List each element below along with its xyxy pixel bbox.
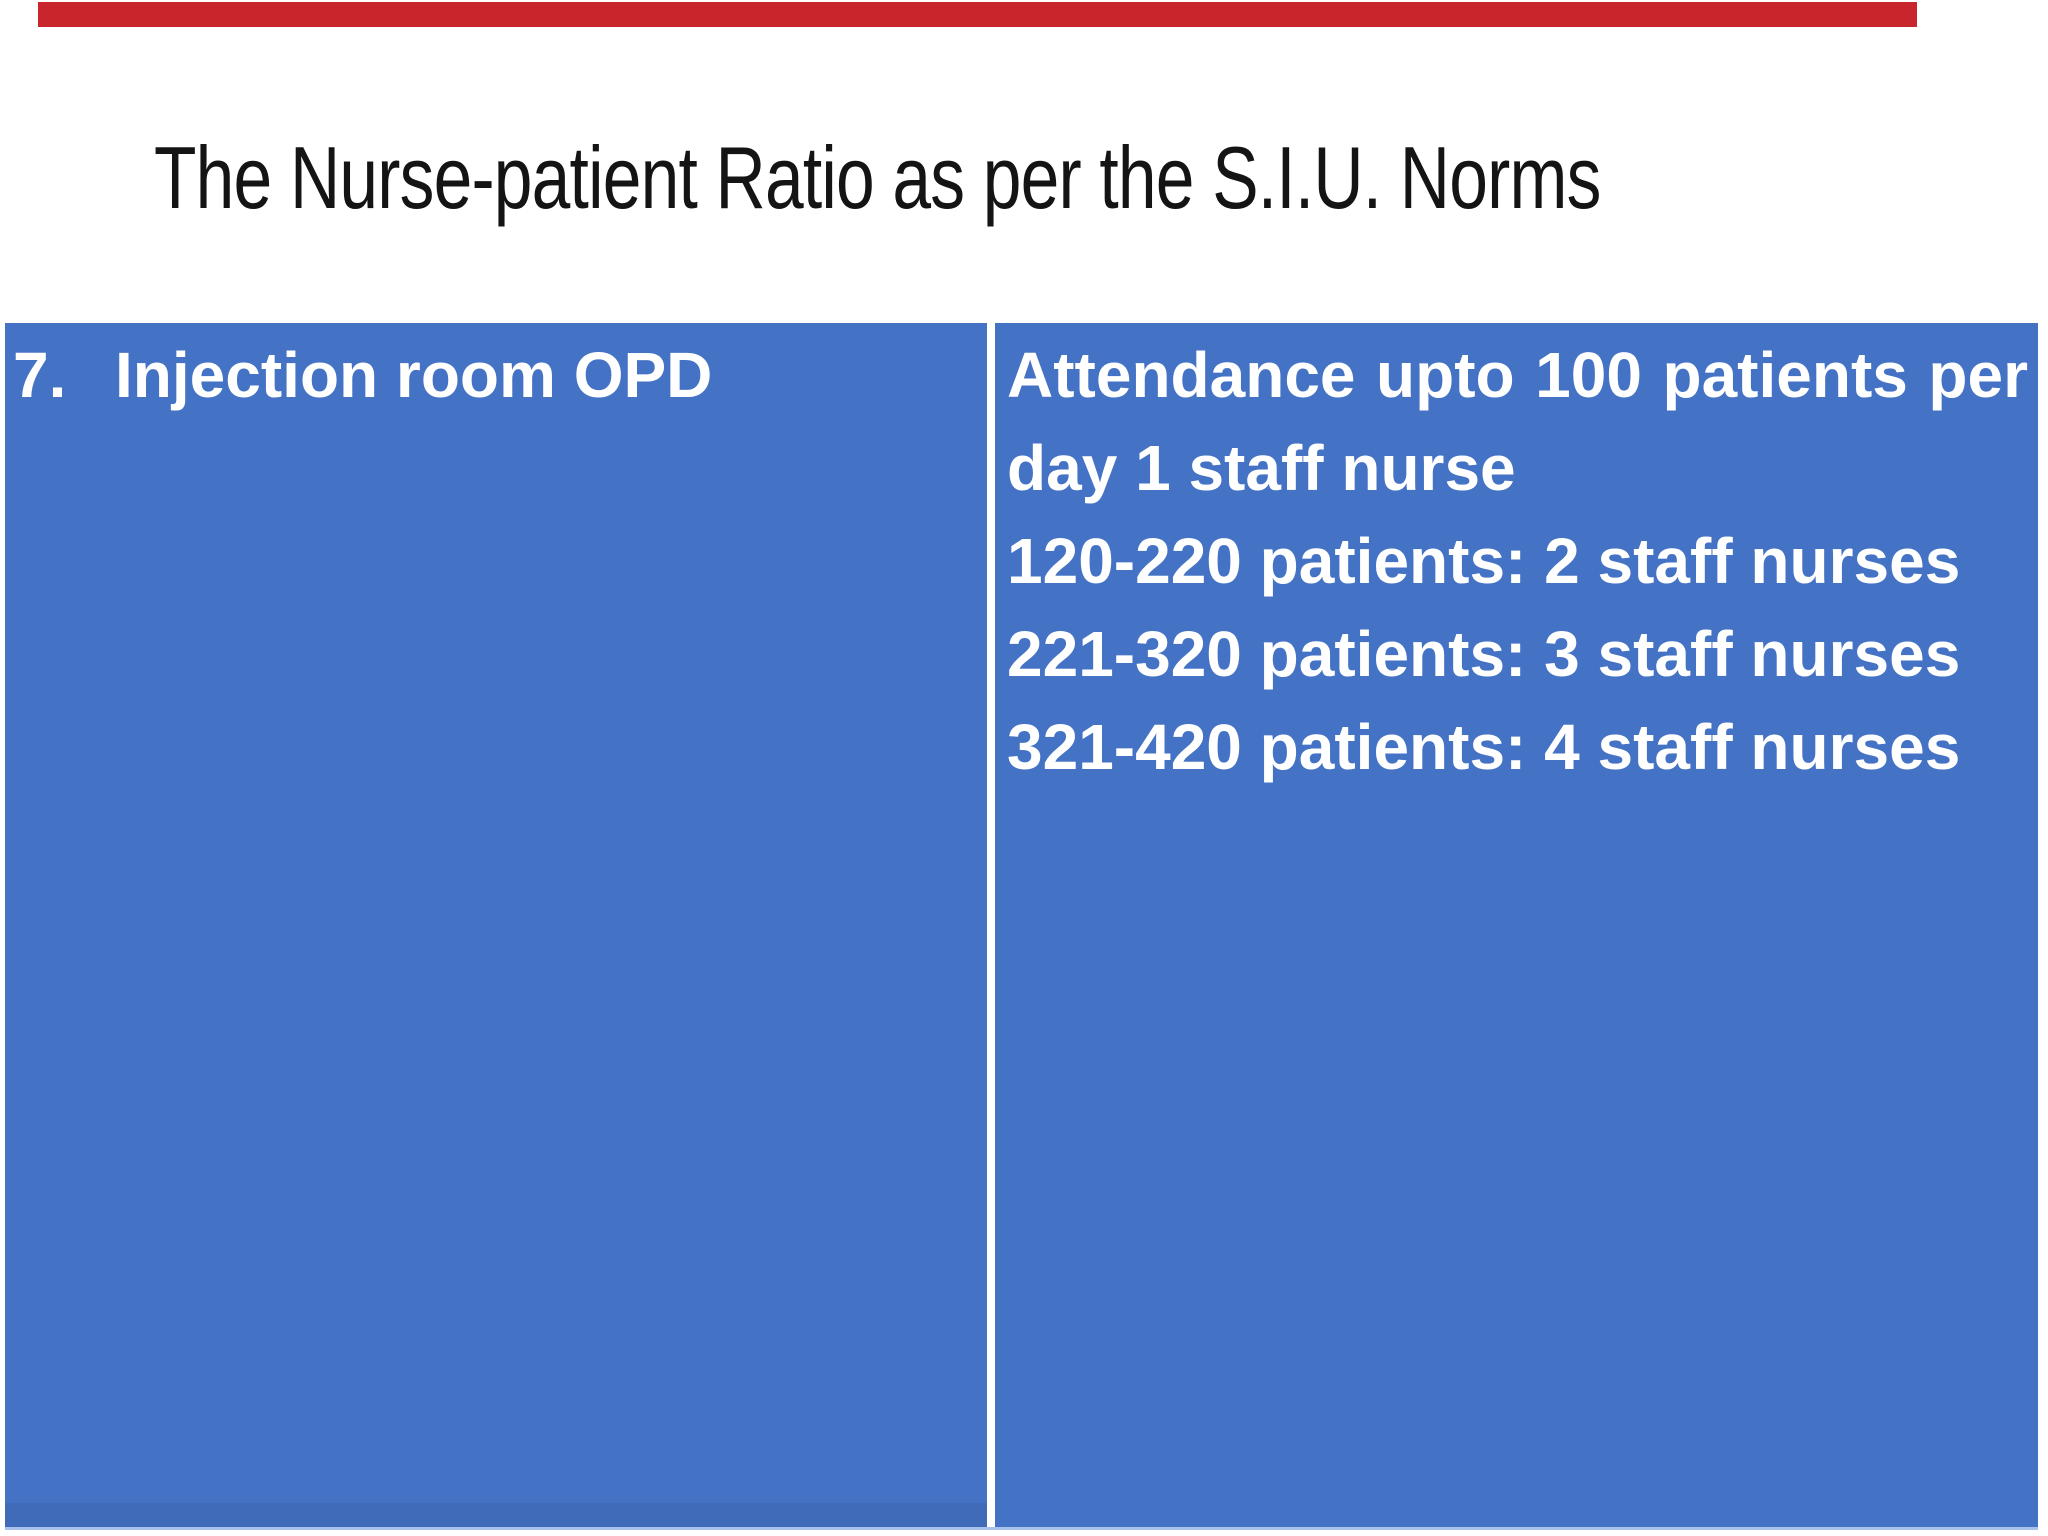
table-cell-room-type: 7. Injection room OPD — [5, 323, 987, 1527]
row-number: 7. — [13, 339, 67, 411]
ratio-line-attendance: Attendance upto 100 patients per day 1 s… — [1007, 339, 2028, 504]
room-type-row: 7. Injection room OPD — [13, 329, 977, 422]
slide-title: The Nurse-patient Ratio as per the S.I.U… — [154, 128, 1601, 227]
ratio-line-321-420: 321-420 patients: 4 staff nurses — [1007, 711, 1961, 783]
ratio-line-221-320: 221-320 patients: 3 staff nurses — [1007, 618, 1961, 690]
room-type-label: Injection room OPD — [115, 339, 713, 411]
ratio-line-120-220: 120-220 patients: 2 staff nurses — [1007, 525, 1961, 597]
table-cell-nurse-ratio: Attendance upto 100 patients per day 1 s… — [995, 323, 2038, 1527]
norms-table: 7. Injection room OPD Attendance upto 10… — [5, 323, 2038, 1530]
top-red-bar — [38, 2, 1917, 27]
